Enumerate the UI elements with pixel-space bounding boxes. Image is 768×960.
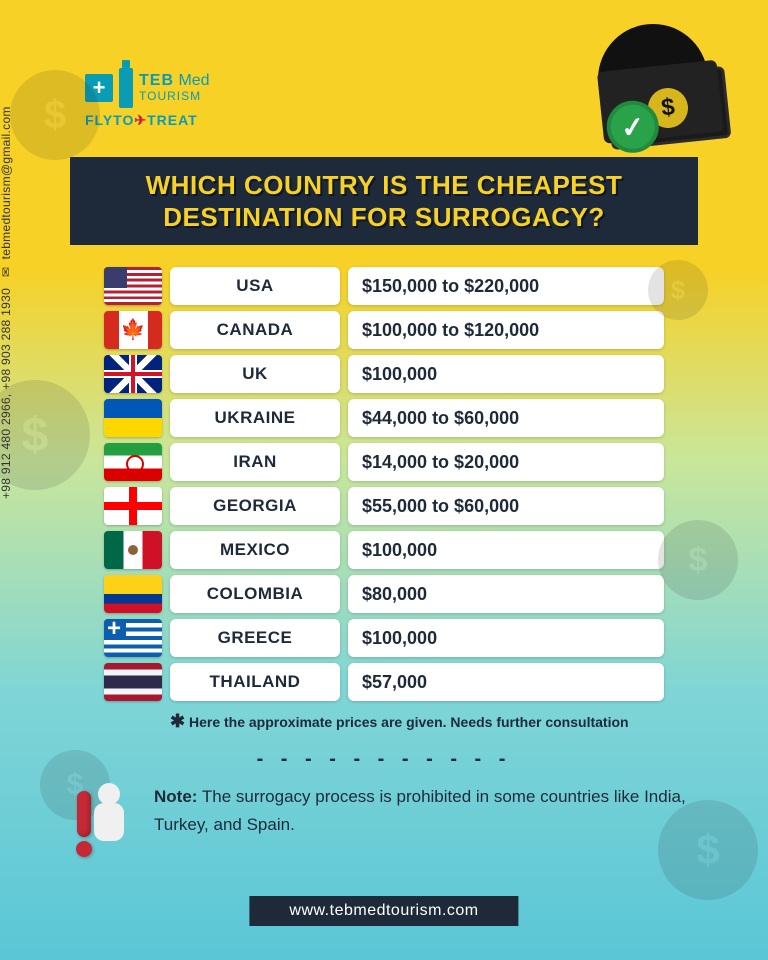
infographic-page: +98 912 480 2966, +98 903 288 1930 ✉ teb…	[0, 0, 768, 960]
table-row: THAILAND$57,000	[104, 663, 664, 701]
table-row: USA$150,000 to $220,000	[104, 267, 664, 305]
contact-sidebar: +98 912 480 2966, +98 903 288 1930 ✉ teb…	[0, 106, 13, 499]
price-cell: $55,000 to $60,000	[348, 487, 664, 525]
country-cell: CANADA	[170, 311, 340, 349]
price-cell: $100,000 to $120,000	[348, 311, 664, 349]
table-row: GREECE$100,000	[104, 619, 664, 657]
flag-icon	[104, 355, 162, 393]
contact-phones: +98 912 480 2966, +98 903 288 1930	[0, 288, 13, 499]
price-cell: $44,000 to $60,000	[348, 399, 664, 437]
country-cell: GREECE	[170, 619, 340, 657]
country-cell: GEORGIA	[170, 487, 340, 525]
note-block: Note: The surrogacy process is prohibite…	[70, 783, 698, 873]
bottle-icon	[119, 68, 133, 108]
globe-money-icon: $ ✓	[548, 24, 728, 164]
flag-icon	[104, 487, 162, 525]
brand-teb: TEB	[139, 72, 174, 89]
disclaimer: ✱ Here the approximate prices are given.…	[170, 711, 728, 732]
price-cell: $100,000	[348, 619, 664, 657]
table-row: MEXICO$100,000	[104, 531, 664, 569]
flag-icon	[104, 311, 162, 349]
brand-med: Med	[178, 72, 209, 89]
flag-icon	[104, 443, 162, 481]
price-table: USA$150,000 to $220,000CANADA$100,000 to…	[104, 267, 664, 701]
title-line-2: DESTINATION FOR SURROGACY?	[88, 201, 680, 233]
footer-url: www.tebmedtourism.com	[249, 896, 518, 926]
contact-email: tebmedtourism@gmail.com	[0, 106, 13, 259]
country-cell: COLOMBIA	[170, 575, 340, 613]
brand-tourism: TOURISM	[139, 89, 201, 103]
table-row: UKRAINE$44,000 to $60,000	[104, 399, 664, 437]
price-cell: $57,000	[348, 663, 664, 701]
country-cell: IRAN	[170, 443, 340, 481]
table-row: CANADA$100,000 to $120,000	[104, 311, 664, 349]
country-cell: USA	[170, 267, 340, 305]
divider: - - - - - - - - - - -	[40, 748, 728, 771]
money-icon: $ ✓	[605, 66, 732, 150]
flag-icon	[104, 267, 162, 305]
price-cell: $150,000 to $220,000	[348, 267, 664, 305]
note-text: The surrogacy process is prohibited in s…	[154, 787, 686, 834]
price-cell: $100,000	[348, 531, 664, 569]
country-cell: MEXICO	[170, 531, 340, 569]
title-block: WHICH COUNTRY IS THE CHEAPEST DESTINATIO…	[70, 157, 698, 245]
country-cell: UKRAINE	[170, 399, 340, 437]
country-cell: UK	[170, 355, 340, 393]
table-row: COLOMBIA$80,000	[104, 575, 664, 613]
flag-icon	[104, 575, 162, 613]
table-row: UK$100,000	[104, 355, 664, 393]
note-label: Note:	[154, 787, 197, 806]
title-line-1: WHICH COUNTRY IS THE CHEAPEST	[88, 169, 680, 201]
flag-icon	[104, 531, 162, 569]
country-cell: THAILAND	[170, 663, 340, 701]
flag-icon	[104, 663, 162, 701]
plus-icon: +	[85, 74, 113, 102]
table-row: GEORGIA$55,000 to $60,000	[104, 487, 664, 525]
exclamation-figure-icon	[70, 783, 140, 873]
flag-icon	[104, 399, 162, 437]
price-cell: $100,000	[348, 355, 664, 393]
price-cell: $80,000	[348, 575, 664, 613]
table-row: IRAN$14,000 to $20,000	[104, 443, 664, 481]
flag-icon	[104, 619, 162, 657]
price-cell: $14,000 to $20,000	[348, 443, 664, 481]
